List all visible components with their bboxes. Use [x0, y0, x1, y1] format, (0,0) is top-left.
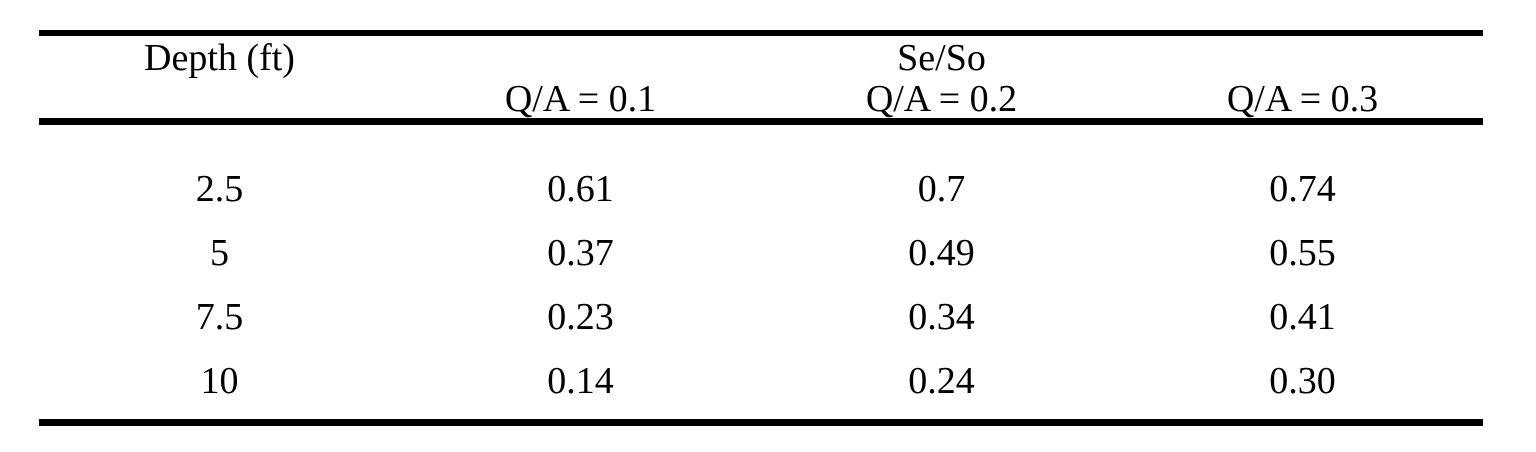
- value-cell: 0.24: [908, 360, 975, 402]
- qa-03-column-header: Q/A = 0.3: [1226, 78, 1379, 120]
- qa-01-column-header: Q/A = 0.1: [504, 78, 657, 120]
- value-cell: 0.34: [908, 296, 975, 338]
- depth-column-header: Depth (ft): [144, 37, 295, 79]
- value-cell: 0.23: [547, 296, 614, 338]
- value-cell: 0.30: [1269, 360, 1336, 402]
- se-so-group-header: Se/So: [897, 37, 986, 79]
- value-cell: 0.7: [917, 168, 966, 210]
- value-cell: 0.14: [547, 360, 614, 402]
- table-row: 10 0.14 0.24 0.30: [39, 349, 1483, 413]
- table-header-row-1: Depth (ft) Se/So: [39, 36, 1483, 80]
- table-top-rule: [39, 30, 1483, 36]
- value-cell: 0.41: [1269, 296, 1336, 338]
- value-cell: 0.49: [908, 232, 975, 274]
- table-header-rule: [39, 118, 1483, 125]
- value-cell: 0.55: [1269, 232, 1336, 274]
- depth-cell: 5: [210, 232, 229, 274]
- depth-cell: 10: [200, 360, 239, 402]
- table-row: 5 0.37 0.49 0.55: [39, 221, 1483, 285]
- table-bottom-rule: [39, 419, 1483, 426]
- value-cell: 0.74: [1269, 168, 1336, 210]
- value-cell: 0.37: [547, 232, 614, 274]
- value-cell: 0.61: [547, 168, 614, 210]
- table-body: 2.5 0.61 0.7 0.74 5 0.37 0.49 0.55 7.5 0…: [39, 125, 1483, 419]
- header-empty-cell: [39, 80, 400, 118]
- table-header-row-2: Q/A = 0.1 Q/A = 0.2 Q/A = 0.3: [39, 80, 1483, 118]
- qa-02-column-header: Q/A = 0.2: [865, 78, 1018, 120]
- table-row: 7.5 0.23 0.34 0.41: [39, 285, 1483, 349]
- depth-cell: 2.5: [195, 168, 244, 210]
- depth-cell: 7.5: [195, 296, 244, 338]
- table-row: 2.5 0.61 0.7 0.74: [39, 157, 1483, 221]
- se-so-depth-table: Depth (ft) Se/So Q/A = 0.1 Q/A = 0.2 Q/A…: [39, 30, 1483, 426]
